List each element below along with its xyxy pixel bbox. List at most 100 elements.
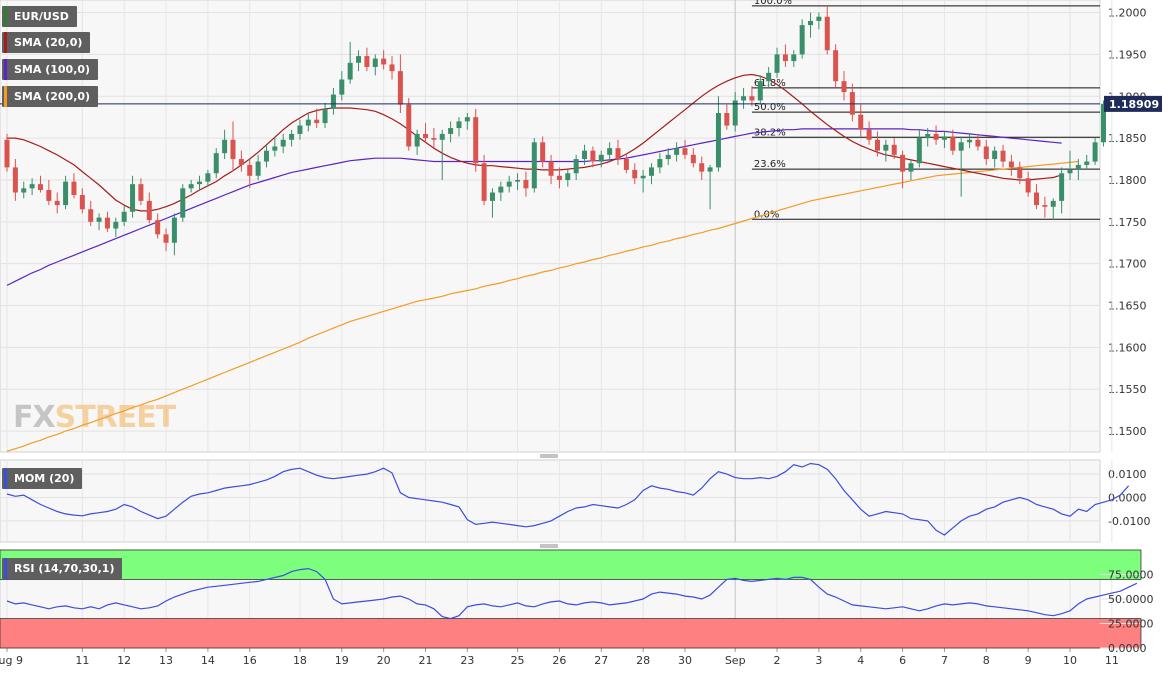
candle (1000, 144, 1006, 168)
mom-label[interactable]: MOM (20) (2, 468, 83, 489)
candle (138, 178, 144, 206)
candle-body (573, 159, 579, 174)
rsi-label[interactable]: RSI (14,70,30,1) (2, 558, 123, 579)
splitter-grip-1[interactable] (540, 454, 558, 458)
candle (213, 148, 219, 179)
candle-body (79, 195, 85, 210)
candle (155, 213, 161, 239)
candle-body (506, 181, 512, 187)
candle-body (657, 159, 663, 168)
candle-body (724, 113, 730, 126)
candle-body (665, 154, 671, 160)
candle (489, 188, 495, 218)
candle-body (523, 179, 529, 189)
candle (171, 213, 177, 256)
candle-body (4, 139, 10, 168)
time-tick-label: 18 (293, 654, 307, 667)
candle-body (12, 167, 18, 193)
candle (498, 181, 504, 201)
candle (992, 146, 998, 168)
candle-body (29, 184, 35, 189)
mom-tick-label: 0.0000 (1108, 491, 1147, 504)
candle (674, 142, 680, 162)
candle-body (330, 94, 336, 109)
candle-body (448, 128, 454, 134)
candle-body (791, 54, 797, 62)
candle (130, 175, 136, 218)
candle (12, 159, 18, 201)
candle (967, 133, 973, 149)
candle-body (824, 16, 830, 51)
candle (297, 119, 303, 140)
candle-body (481, 163, 487, 201)
candle (640, 169, 646, 193)
candle-body (230, 139, 236, 160)
candle-body (63, 181, 69, 206)
candle-body (21, 188, 27, 193)
candle (900, 150, 906, 189)
time-tick-label: 2 (774, 654, 781, 667)
candle-body (381, 58, 387, 65)
candle (88, 200, 94, 226)
splitter-grip-2[interactable] (540, 544, 558, 548)
last-price-tag (1104, 95, 1162, 112)
candle (782, 44, 788, 67)
candle (556, 167, 562, 189)
candle (1067, 150, 1073, 180)
time-tick-label: 30 (678, 654, 692, 667)
candle-body (531, 142, 537, 189)
price-tick-label: 1.1600 (1108, 341, 1147, 354)
candle (757, 75, 763, 105)
candle-body (364, 56, 370, 67)
candle-body (71, 181, 77, 196)
candle (540, 136, 546, 168)
candle-body (891, 144, 897, 155)
price-tick-label: 1.1550 (1108, 383, 1147, 396)
candle (1017, 161, 1023, 185)
candle-body (1034, 192, 1040, 206)
candle-body (983, 146, 989, 160)
sma-100-label-text: SMA (100,0) (14, 63, 91, 76)
candle (464, 113, 470, 130)
candle (364, 47, 370, 72)
symbol-label-text: EUR/USD (14, 10, 69, 23)
candle (63, 175, 69, 210)
candle-body (799, 25, 805, 55)
sma-200-label[interactable]: SMA (200,0) (2, 86, 99, 107)
sma-20-label-text: SMA (20,0) (14, 36, 83, 49)
candle (682, 139, 688, 160)
sma-20-label[interactable]: SMA (20,0) (2, 32, 91, 53)
candle (791, 50, 797, 67)
mom-tick-label: 0.0100 (1108, 468, 1147, 481)
candle-body (339, 79, 345, 95)
candle (205, 169, 211, 187)
sma-200-swatch (4, 86, 7, 107)
time-tick-label: 14 (201, 654, 215, 667)
rsi-tick-label: 0.0000 (1108, 642, 1147, 655)
time-tick-label: 9 (1025, 654, 1032, 667)
candle-body (958, 142, 964, 151)
candle (29, 178, 35, 196)
candle (849, 83, 855, 122)
candle-body (590, 150, 596, 162)
candle-body (197, 181, 203, 185)
candle (690, 148, 696, 168)
symbol-label[interactable]: EUR/USD (2, 6, 77, 27)
candle-body (289, 133, 295, 140)
price-tick-label: 1.1750 (1108, 216, 1147, 229)
fib-level-label: 61.8% (754, 78, 786, 89)
candle-body (975, 139, 981, 147)
candle-body (900, 154, 906, 172)
candle (749, 86, 755, 107)
candle (1084, 154, 1090, 170)
sma-100-label[interactable]: SMA (100,0) (2, 59, 99, 80)
candles (4, 5, 1106, 256)
candle-body (933, 133, 939, 140)
time-tick-label: 4 (857, 654, 864, 667)
candle (414, 129, 420, 155)
sma-20-swatch (4, 32, 7, 53)
candle-body (247, 164, 253, 176)
candle (565, 169, 571, 187)
candle (473, 108, 479, 172)
